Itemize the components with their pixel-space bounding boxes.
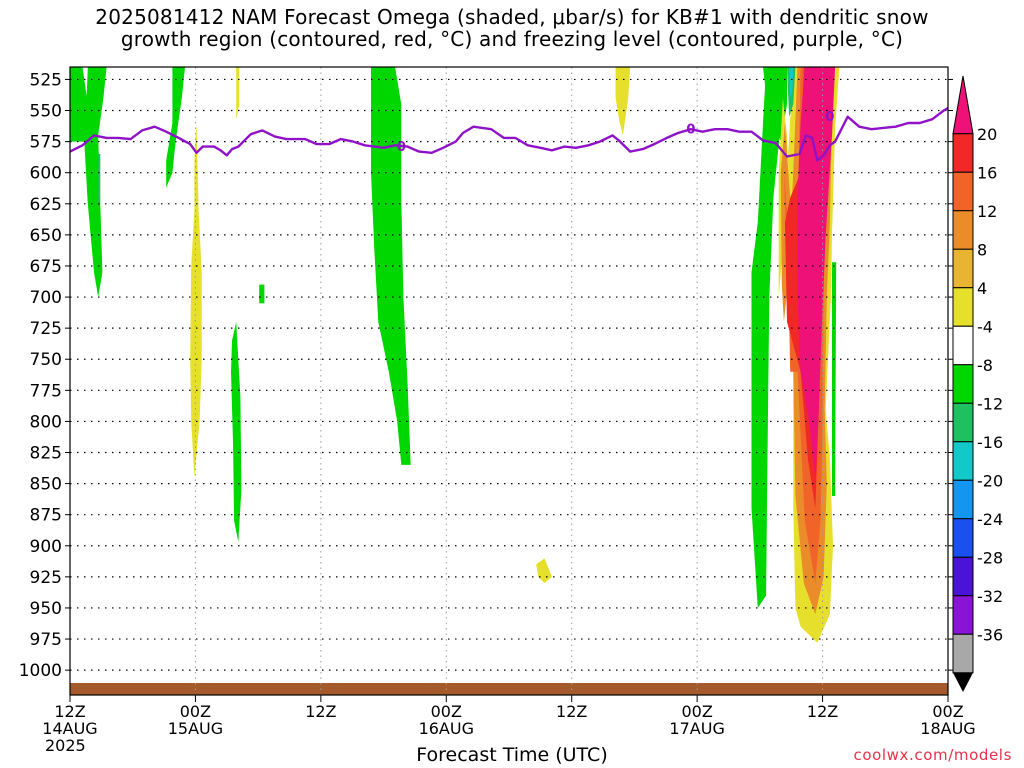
colorbar-bin — [952, 248, 974, 289]
omega-region-16 — [797, 67, 836, 478]
colorbar-label: -4 — [977, 317, 993, 336]
colorbar-label: -32 — [977, 587, 1003, 606]
freezing-level-label: 0 — [686, 123, 695, 138]
x-tick-label: 00Z — [932, 702, 963, 721]
colorbar-bin — [952, 441, 974, 481]
colorbar-bin — [952, 595, 974, 635]
omega-region-18 — [789, 67, 794, 99]
y-tick-label: 1000 — [19, 661, 62, 681]
freezing-level-line — [69, 106, 949, 162]
x-tick-label: 17AUG — [669, 719, 724, 738]
colorbar-bin — [952, 287, 974, 327]
x-tick-label: 12Z — [305, 702, 336, 721]
omega-region-4 — [236, 67, 240, 120]
omega-region-9 — [615, 67, 631, 136]
y-tick-label: 575 — [30, 133, 62, 153]
y-tick-label: 625 — [30, 195, 62, 215]
colorbar-bin — [952, 325, 974, 366]
omega-region-20 — [98, 154, 101, 204]
y-tick-label: 925 — [30, 568, 62, 588]
y-tick-label: 675 — [30, 257, 62, 277]
plot-frame — [69, 66, 949, 696]
colorbar-bin — [952, 479, 974, 520]
y-tick-label: 850 — [30, 475, 62, 495]
freezing-level-label: 0 — [825, 110, 834, 125]
x-tick-label: 00Z — [681, 702, 712, 721]
omega-region-6 — [259, 284, 265, 304]
omega-region-5 — [231, 321, 242, 542]
x-tick-label: 12Z — [54, 702, 85, 721]
y-tick-label: 800 — [30, 412, 62, 432]
y-tick-label: 775 — [30, 381, 62, 401]
colorbar: 20 16 12 8 4 -4 -8 -12 -16 -20 -24 -28 -32 -36 — [952, 75, 1003, 692]
y-tick-label: 725 — [30, 319, 62, 339]
colorbar-bin — [952, 518, 974, 558]
colorbar-bin — [952, 402, 974, 443]
colorbar-bin — [952, 133, 974, 173]
colorbar-label: -20 — [977, 471, 1003, 490]
x-tick-label: 2025 — [45, 736, 86, 755]
omega-region-2 — [166, 67, 185, 188]
freezing-level-contour: 0 0 0 — [69, 106, 949, 162]
omega-region-10 — [751, 67, 781, 608]
colorbar-label: -28 — [977, 548, 1003, 567]
y-tick-label: 825 — [30, 444, 62, 464]
y-axis: 525 550 575 600 625 650 675 700 725 750 775 800 825 8… — [19, 70, 953, 681]
y-tick-label: 700 — [30, 288, 62, 308]
chart-title: 2025081412 NAM Forecast Omega (shaded, μ… — [0, 6, 1024, 50]
colorbar-label: -24 — [977, 510, 1003, 529]
title-line-2: growth region (contoured, red, °C) and f… — [120, 27, 904, 51]
x-axis-title: Forecast Time (UTC) — [416, 744, 608, 766]
source-credit: coolwx.com/models — [853, 746, 1012, 764]
colorbar-bottom-arrow — [953, 672, 973, 692]
colorbar-label: 20 — [977, 125, 997, 144]
colorbar-label: 16 — [977, 163, 997, 182]
colorbar-label: -36 — [977, 625, 1003, 644]
omega-region-7 — [371, 67, 411, 465]
omega-region-3 — [190, 123, 202, 478]
y-tick-label: 550 — [30, 102, 62, 122]
x-tick-label: 14AUG — [42, 719, 97, 738]
y-tick-label: 650 — [30, 226, 62, 246]
x-tick-label: 00Z — [180, 702, 211, 721]
title-line-1: 2025081412 NAM Forecast Omega (shaded, μ… — [95, 5, 929, 29]
y-tick-label: 950 — [30, 599, 62, 619]
y-tick-label: 600 — [30, 164, 62, 184]
x-tick-label: 12Z — [807, 702, 838, 721]
colorbar-bin — [952, 556, 974, 597]
colorbar-bin — [952, 75, 974, 135]
colorbar-label: 8 — [977, 240, 987, 259]
y-tick-label: 975 — [30, 630, 62, 650]
y-tick-label: 525 — [30, 70, 62, 90]
y-tick-label: 750 — [30, 350, 62, 370]
ground-surface — [70, 683, 948, 695]
x-tick-label: 18AUG — [920, 719, 975, 738]
omega-region-19 — [832, 262, 837, 496]
omega-shading — [70, 67, 840, 643]
colorbar-label: -16 — [977, 433, 1003, 452]
colorbar-bin — [952, 210, 974, 250]
x-tick-label: 16AUG — [419, 719, 474, 738]
colorbar-label: -8 — [977, 356, 993, 375]
x-tick-label: 00Z — [431, 702, 462, 721]
omega-region-8 — [536, 558, 552, 584]
x-tick-label: 15AUG — [168, 719, 223, 738]
colorbar-bin — [952, 633, 974, 674]
colorbar-bin — [952, 364, 974, 404]
y-tick-label: 875 — [30, 506, 62, 526]
colorbar-label: 4 — [977, 279, 987, 298]
colorbar-label: -12 — [977, 394, 1003, 413]
colorbar-label: 12 — [977, 202, 997, 221]
freezing-level-label: 0 — [397, 140, 406, 155]
gridlines — [70, 67, 948, 695]
colorbar-bin — [952, 171, 974, 212]
y-tick-label: 900 — [30, 537, 62, 557]
x-tick-label: 12Z — [556, 702, 587, 721]
omega-region-1 — [84, 67, 107, 298]
